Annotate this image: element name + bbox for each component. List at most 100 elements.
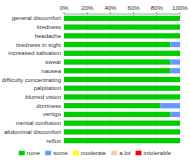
category-label: headache [35, 33, 62, 39]
bar [64, 138, 180, 143]
x-axis: 0% 20% 40% 60% 80% 100% [60, 5, 189, 14]
bars [64, 16, 180, 144]
bar [180, 16, 181, 21]
legend-label: intolerable [144, 150, 172, 156]
bar [170, 68, 180, 73]
legend-label: moderate [81, 150, 107, 156]
bar [180, 33, 181, 38]
legend-swatch [111, 151, 117, 156]
category-label: dizziness [36, 103, 61, 109]
tick-label: 80% [151, 5, 164, 11]
bar [180, 24, 181, 29]
bar [180, 16, 181, 21]
bar [170, 42, 180, 47]
legend-swatch [73, 151, 79, 156]
category-label: mental confusion [16, 120, 61, 126]
bar [170, 112, 180, 117]
bar [180, 138, 181, 143]
bar [180, 103, 181, 108]
bar [180, 138, 181, 143]
bar [180, 42, 181, 47]
legend-swatch [19, 151, 25, 156]
bar [180, 77, 181, 82]
tick-label: 60% [128, 5, 141, 11]
bar [64, 51, 180, 56]
bar [180, 24, 181, 29]
bar [180, 129, 181, 134]
bar [180, 51, 181, 56]
bar [180, 103, 181, 108]
legend-label: none [27, 150, 41, 156]
category-label: sweat [45, 59, 61, 65]
tick-label: 40% [104, 5, 117, 11]
bar [180, 94, 181, 99]
bar [180, 103, 181, 108]
bar [180, 24, 181, 29]
bar [180, 77, 181, 82]
bar [64, 42, 170, 47]
bar [180, 94, 181, 99]
bar [64, 33, 180, 38]
bar [180, 112, 181, 117]
bar [64, 24, 180, 29]
bar [64, 59, 170, 64]
bar [180, 112, 181, 117]
category-label: blurred vision [25, 94, 61, 100]
bar [180, 86, 181, 91]
bar [64, 94, 180, 99]
bar [180, 138, 181, 143]
bar [64, 121, 180, 126]
category-label: nausea [41, 68, 61, 74]
bar [180, 86, 181, 91]
legend-label: some [53, 150, 68, 156]
bar [180, 59, 181, 64]
bar [170, 59, 180, 64]
bar [180, 129, 181, 134]
bar [180, 77, 181, 82]
bar [64, 86, 180, 91]
category-label: increased salivation [8, 50, 61, 56]
category-label: vertigo [43, 111, 62, 117]
bar [180, 42, 181, 47]
legend-swatch [136, 151, 142, 156]
bar [180, 68, 181, 73]
tick-label: 0% [60, 5, 69, 11]
bar [180, 24, 181, 29]
bar [180, 94, 181, 99]
bar [180, 59, 181, 64]
bar [180, 129, 181, 134]
bar [180, 86, 181, 91]
bar [180, 68, 181, 73]
bar [161, 103, 180, 108]
tick-label: 100% [172, 5, 188, 11]
legend-swatch [45, 151, 51, 156]
category-label: abdominal discomfort [4, 129, 61, 135]
bar [180, 16, 181, 21]
bar [180, 33, 181, 38]
bar [180, 121, 181, 126]
axis-line [64, 14, 180, 15]
bar [64, 68, 170, 73]
bar [180, 112, 181, 117]
bar [180, 59, 181, 64]
bar [180, 51, 181, 56]
bar [180, 121, 181, 126]
category-label: tiredness [37, 24, 61, 30]
bar [64, 16, 180, 21]
bar [180, 121, 181, 126]
category-label: difficulty concentrating [2, 77, 61, 83]
bar [180, 77, 181, 82]
category-label: tiredness in sight [16, 42, 61, 48]
category-label: reflux [46, 138, 61, 144]
category-label: general discomfort [12, 15, 62, 21]
category-label: palpitation [34, 85, 61, 91]
bar [180, 121, 181, 126]
bar [180, 68, 181, 73]
bar [180, 138, 181, 143]
bar [180, 86, 181, 91]
tick-label: 20% [81, 5, 94, 11]
legend: nonesomemoderatea lotintolerable [19, 150, 172, 156]
bar [180, 94, 181, 99]
bar [64, 129, 180, 134]
bar [180, 33, 181, 38]
